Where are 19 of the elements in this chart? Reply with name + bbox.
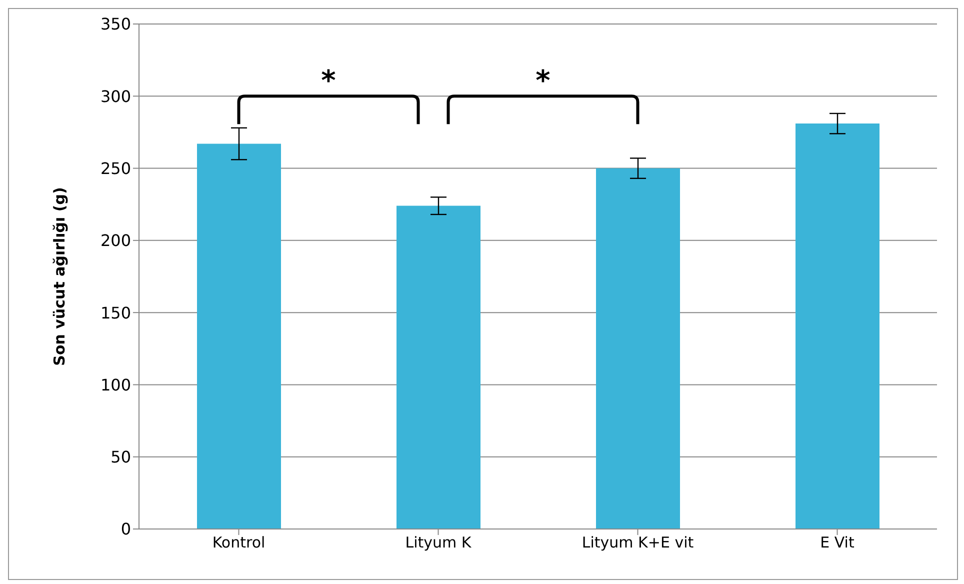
annotation: *: [536, 64, 551, 98]
x-tick-label: Kontrol: [212, 534, 266, 552]
x-tick-label: Lityum K+E vit: [582, 534, 694, 552]
y-tick-label: 350: [100, 14, 131, 34]
bar: [596, 168, 680, 529]
y-tick-label: 50: [110, 448, 131, 467]
annotation: *: [321, 64, 336, 98]
y-tick-label: 200: [100, 231, 131, 250]
y-tick-label: 250: [100, 158, 131, 178]
y-tick-label: 300: [100, 86, 131, 106]
y-tick-label: 0: [120, 520, 131, 539]
x-tick-label: E Vit: [820, 534, 854, 552]
y-tick-label: 150: [100, 303, 131, 322]
y-tick-label: 100: [100, 375, 131, 394]
y-axis-title: Son vücut ağırlığı (g): [50, 187, 68, 366]
bar: [396, 206, 480, 529]
bar: [796, 124, 880, 529]
bar: [197, 144, 281, 529]
x-tick-label: Lityum K: [405, 534, 472, 552]
